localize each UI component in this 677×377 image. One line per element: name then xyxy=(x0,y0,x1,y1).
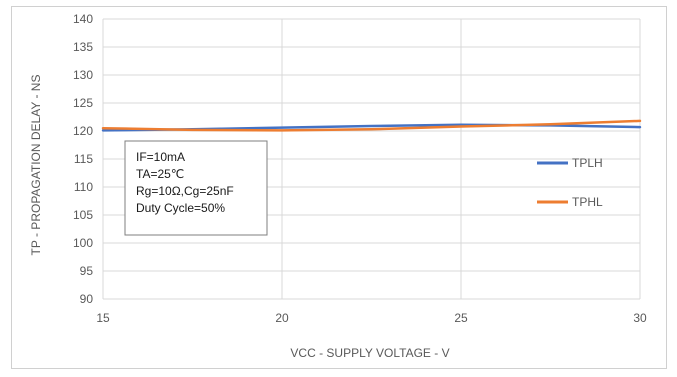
y-tick-label-2: 100 xyxy=(73,236,93,250)
y-tick-label-10: 140 xyxy=(73,12,93,26)
note-line-4: Duty Cycle=50% xyxy=(136,201,225,215)
y-tick-label-1: 95 xyxy=(80,264,94,278)
y-tick-label-6: 120 xyxy=(73,124,93,138)
series-layer xyxy=(101,119,642,132)
y-tick-label-3: 105 xyxy=(73,208,93,222)
chart-frame xyxy=(11,6,667,369)
legend-label-tphl: TPHL xyxy=(572,195,603,209)
x-tick-label-3: 30 xyxy=(633,311,647,325)
legend-label-tplh: TPLH xyxy=(572,156,603,170)
y-tick-label-0: 90 xyxy=(80,292,94,306)
conditions-note: IF=10mA TA=25℃ Rg=10Ω,Cg=25nF Duty Cycle… xyxy=(124,140,268,236)
legend: TPLH TPHL xyxy=(537,156,603,209)
x-tick-label-2: 25 xyxy=(454,311,468,325)
y-tick-label-4: 110 xyxy=(74,180,93,194)
y-tick-labels: 90 95 100 105 110 115 120 125 130 135 140 xyxy=(73,12,93,306)
conditions-note-box xyxy=(124,140,268,236)
y-axis-title: TP - PROPAGATION DELAY - NS xyxy=(29,75,43,256)
x-tick-label-0: 15 xyxy=(96,311,110,325)
note-line-2: TA=25℃ xyxy=(136,167,184,181)
x-tick-label-1: 20 xyxy=(275,311,289,325)
y-tick-label-5: 115 xyxy=(74,152,93,166)
note-line-3: Rg=10Ω,Cg=25nF xyxy=(136,184,234,198)
note-line-1: IF=10mA xyxy=(136,150,185,164)
x-tick-labels: 15 20 25 30 xyxy=(96,311,647,325)
y-tick-label-7: 125 xyxy=(73,96,93,110)
y-tick-label-8: 130 xyxy=(73,68,93,82)
x-axis-title: VCC - SUPPLY VOLTAGE - V xyxy=(290,346,449,360)
series-line-tphl xyxy=(101,119,642,132)
y-tick-label-9: 135 xyxy=(73,40,93,54)
